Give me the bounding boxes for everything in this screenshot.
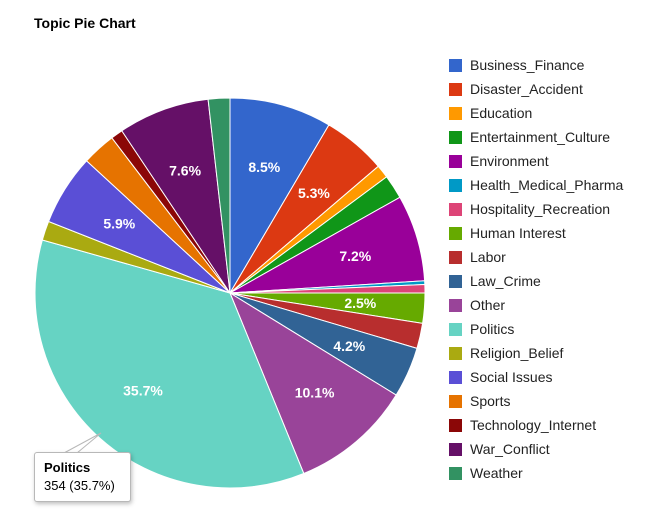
legend-item-entertainment-culture[interactable]: Entertainment_Culture (449, 125, 623, 149)
legend-item-politics[interactable]: Politics (449, 317, 623, 341)
legend-label: Religion_Belief (470, 345, 564, 361)
legend-label: Politics (470, 321, 515, 337)
legend-item-other[interactable]: Other (449, 293, 623, 317)
legend-item-law-crime[interactable]: Law_Crime (449, 269, 623, 293)
legend-item-hospitality-recreation[interactable]: Hospitality_Recreation (449, 197, 623, 221)
legend-label: Law_Crime (470, 273, 541, 289)
pie-slice-weather[interactable] (207, 97, 231, 294)
pie-slice-business-finance[interactable] (229, 97, 330, 295)
legend-label: Weather (470, 465, 523, 481)
chart-title: Topic Pie Chart (34, 15, 136, 31)
legend-label: Business_Finance (470, 57, 585, 73)
legend-swatch (449, 82, 462, 96)
slice-label-disaster-accident: 5.3% (298, 185, 330, 201)
slice-label-other: 10.1% (295, 385, 335, 401)
legend-label: Other (470, 297, 506, 313)
legend-swatch (449, 58, 462, 72)
legend-swatch (449, 250, 462, 264)
legend-swatch (449, 418, 462, 432)
legend-swatch (449, 322, 462, 336)
slice-label-war-conflict: 7.6% (169, 162, 201, 178)
tooltip-title: Politics (44, 460, 91, 475)
legend-item-technology-internet[interactable]: Technology_Internet (449, 413, 623, 437)
legend-label: Human Interest (470, 225, 566, 241)
slice-label-environment: 7.2% (339, 248, 371, 264)
tooltip: Politics 354 (35.7%) (34, 452, 131, 502)
legend-item-labor[interactable]: Labor (449, 245, 623, 269)
legend-swatch (449, 466, 462, 480)
legend-swatch (449, 442, 462, 456)
tooltip-value: 354 (35.7%) (44, 478, 115, 493)
legend-swatch (449, 106, 462, 120)
legend-item-weather[interactable]: Weather (449, 461, 623, 485)
legend-label: War_Conflict (470, 441, 550, 457)
legend-item-social-issues[interactable]: Social Issues (449, 365, 623, 389)
legend-swatch (449, 178, 462, 192)
slice-label-law-crime: 4.2% (333, 338, 365, 354)
legend-swatch (449, 274, 462, 288)
legend-item-education[interactable]: Education (449, 101, 623, 125)
legend-item-religion-belief[interactable]: Religion_Belief (449, 341, 623, 365)
pie-slice-politics[interactable] (34, 239, 305, 489)
legend-swatch (449, 226, 462, 240)
legend-item-health-medical-pharma[interactable]: Health_Medical_Pharma (449, 173, 623, 197)
legend-label: Environment (470, 153, 549, 169)
legend-swatch (449, 154, 462, 168)
legend-label: Technology_Internet (470, 417, 597, 433)
chart-legend: Business_Finance Disaster_Accident Educati… (449, 53, 623, 485)
slice-label-business-finance: 8.5% (248, 159, 280, 175)
legend-item-sports[interactable]: Sports (449, 389, 623, 413)
slice-label-human-interest: 2.5% (344, 295, 376, 311)
legend-label: Labor (470, 249, 506, 265)
legend-label: Education (470, 105, 533, 121)
legend-swatch (449, 202, 462, 216)
legend-label: Sports (470, 393, 511, 409)
pie-slice-other[interactable] (228, 291, 397, 475)
legend-swatch (449, 346, 462, 360)
slice-label-social-issues: 5.9% (103, 216, 135, 232)
legend-item-human-interest[interactable]: Human Interest (449, 221, 623, 245)
legend-label: Entertainment_Culture (470, 129, 611, 145)
legend-label: Hospitality_Recreation (470, 201, 611, 217)
legend-item-environment[interactable]: Environment (449, 149, 623, 173)
legend-item-business-finance[interactable]: Business_Finance (449, 53, 623, 77)
legend-item-disaster-accident[interactable]: Disaster_Accident (449, 77, 623, 101)
legend-swatch (449, 130, 462, 144)
legend-swatch (449, 394, 462, 408)
legend-swatch (449, 298, 462, 312)
legend-label: Social Issues (470, 369, 553, 385)
legend-label: Health_Medical_Pharma (470, 177, 624, 193)
legend-swatch (449, 370, 462, 384)
legend-item-war-conflict[interactable]: War_Conflict (449, 437, 623, 461)
slice-label-politics: 35.7% (123, 382, 163, 398)
legend-label: Disaster_Accident (470, 81, 583, 97)
